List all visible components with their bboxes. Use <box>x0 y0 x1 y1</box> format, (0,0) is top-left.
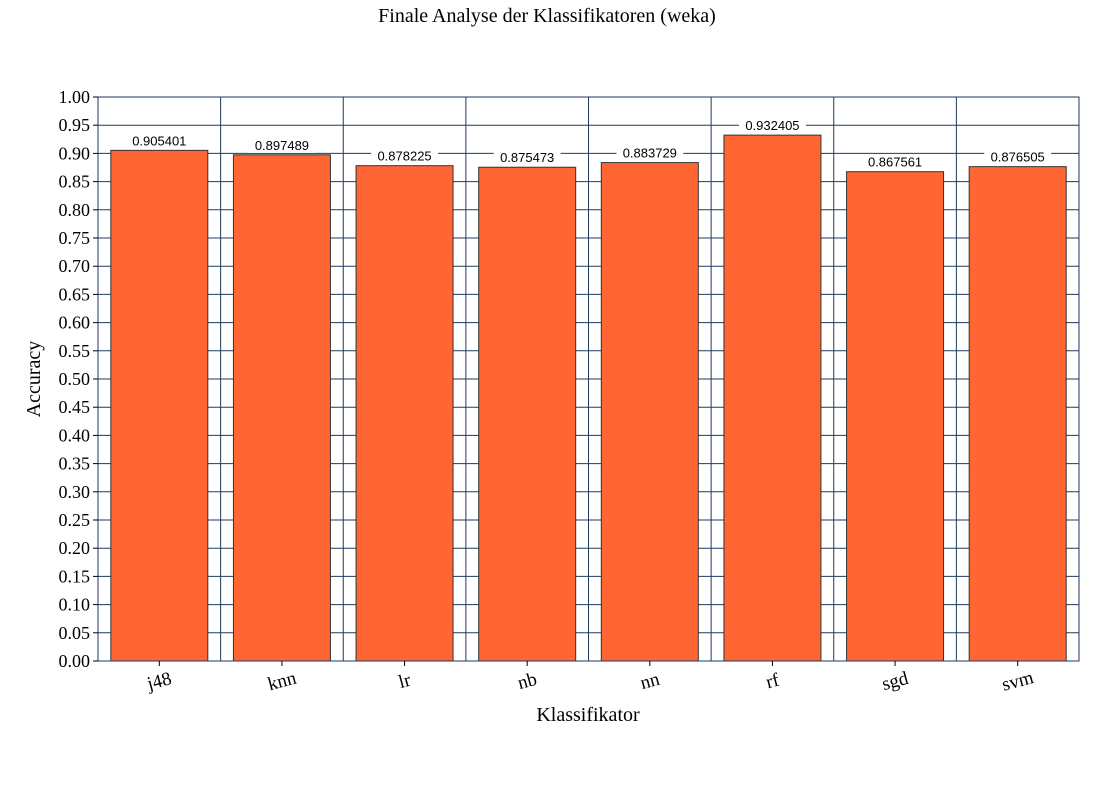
x-tick-label-knn: knn <box>266 668 299 696</box>
y-tick-label: 0.60 <box>59 313 91 333</box>
y-tick-label: 0.10 <box>59 595 91 615</box>
y-tick-label: 0.55 <box>59 341 91 361</box>
data-label-nb: 0.875473 <box>500 150 554 165</box>
y-axis-label: Accuracy <box>23 341 45 418</box>
data-label-bg <box>616 145 684 161</box>
x-tick-label-j48: j48 <box>144 668 174 695</box>
y-tick-label: 0.45 <box>59 397 91 417</box>
y-tick-label: 0.95 <box>59 115 91 135</box>
bar-knn <box>232 154 331 662</box>
y-axis: 0.00 0.05 0.10 0.15 0.20 0.25 0.30 0.35 0.40 0.45… <box>59 87 98 671</box>
bar-sgd <box>846 171 945 662</box>
data-label-j48: 0.905401 <box>132 133 186 148</box>
x-axis-label: Klassifikator <box>536 704 640 726</box>
data-label-lr: 0.878225 <box>377 149 431 164</box>
data-label-sgd: 0.867561 <box>868 155 922 170</box>
data-label-svm: 0.876505 <box>991 150 1045 165</box>
y-tick-label: 0.35 <box>59 454 91 474</box>
data-label-rf: 0.932405 <box>745 118 799 133</box>
y-tick-label: 0.85 <box>59 172 91 192</box>
y-tick-label: 0.90 <box>59 143 91 163</box>
y-tick-label: 1.00 <box>59 87 91 107</box>
bar-svm <box>968 166 1067 662</box>
x-tick-label-nb: nb <box>515 669 539 694</box>
y-tick-label: 0.20 <box>59 538 91 558</box>
y-tick-label: 0.25 <box>59 510 91 530</box>
y-tick-label: 0.75 <box>59 228 91 248</box>
bar-nb <box>478 166 577 662</box>
y-tick-label: 0.80 <box>59 200 91 220</box>
y-tick-label: 0.70 <box>59 256 91 276</box>
y-tick-label: 0.65 <box>59 284 91 304</box>
data-label-bg <box>739 118 806 134</box>
x-tick-label-svm: svm <box>1000 667 1036 696</box>
x-tick-label-nn: nn <box>638 669 662 694</box>
bar-rf <box>723 134 822 662</box>
data-label-bg <box>861 154 929 170</box>
data-label-bg <box>984 149 1052 165</box>
chart-title: Finale Analyse der Klassifikatoren (weka… <box>378 5 716 27</box>
data-labels-group: 0.905401 0.897489 0.878225 0.875473 0.883729… <box>125 118 1052 170</box>
y-tick-label: 0.50 <box>59 369 91 389</box>
x-axis: j48 knn lr nb nn rf sgd svm <box>144 661 1036 696</box>
x-tick-label-lr: lr <box>396 670 413 693</box>
bar-nn <box>600 162 699 662</box>
y-tick-label: 0.05 <box>59 623 91 643</box>
bars-group <box>110 134 1067 662</box>
y-tick-label: 0.30 <box>59 482 91 502</box>
data-label-nn: 0.883729 <box>623 146 677 161</box>
data-label-bg <box>125 133 193 149</box>
data-label-knn: 0.897489 <box>255 138 309 153</box>
x-tick-label-rf: rf <box>764 670 782 694</box>
y-tick-label: 0.15 <box>59 566 91 586</box>
data-label-bg <box>493 150 561 166</box>
y-tick-label: 0.00 <box>59 651 91 671</box>
data-label-bg <box>371 148 438 164</box>
y-tick-label: 0.40 <box>59 425 91 445</box>
x-tick-label-sgd: sgd <box>880 668 911 695</box>
data-label-bg <box>248 137 316 153</box>
bar-j48 <box>110 149 209 662</box>
bar-lr <box>355 165 454 662</box>
